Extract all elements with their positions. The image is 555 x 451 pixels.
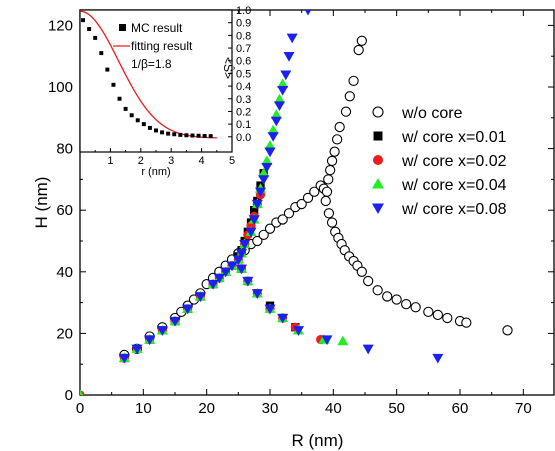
data-point	[383, 292, 392, 301]
data-point	[335, 122, 344, 131]
x-tick-label: 60	[452, 400, 469, 417]
data-point	[364, 276, 373, 285]
inset-data-point	[99, 51, 103, 55]
data-point	[462, 318, 471, 327]
inset-data-point	[160, 130, 164, 134]
inset-data-point	[111, 83, 115, 87]
inset-y-axis-label: <Ŝ>	[221, 57, 236, 79]
inset-data-point	[191, 134, 195, 138]
y-axis-label: H (nm)	[32, 177, 51, 229]
inset-data-point	[166, 132, 170, 136]
inset-y-tick-label: 0.5	[236, 68, 251, 80]
inset-annotation: 1/β=1.8	[131, 57, 172, 71]
inset-y-tick-label: 0.8	[236, 30, 251, 42]
x-axis-label: R (nm)	[292, 431, 344, 450]
inset-data-point	[203, 134, 207, 138]
inset-y-tick-label: 0.2	[236, 106, 251, 118]
data-point	[321, 196, 330, 205]
inset-data-point	[197, 134, 201, 138]
inset-legend-label: fitting result	[131, 39, 193, 53]
inset-x-tick-label: 4	[199, 155, 205, 167]
inset-y-tick-label: 0.9	[236, 18, 251, 30]
data-point	[330, 147, 339, 156]
inset-data-point	[209, 134, 213, 138]
inset-data-point	[118, 97, 122, 101]
data-point	[503, 326, 512, 335]
legend-marker	[373, 155, 383, 165]
legend-label: w/ core x=0.08	[401, 201, 507, 218]
data-point	[443, 313, 452, 322]
data-point	[322, 187, 331, 196]
inset-data-point	[93, 36, 97, 40]
inset-legend-label: MC result	[131, 21, 183, 35]
inset-x-tick-label: 1	[107, 155, 113, 167]
y-tick-label: 100	[48, 79, 73, 96]
inset-y-tick-label: 0.0	[236, 132, 251, 144]
inset-legend-marker-square	[119, 24, 126, 31]
data-point	[327, 156, 336, 165]
inset-x-axis-label: r (nm)	[141, 166, 170, 178]
legend-label: w/o core	[401, 105, 463, 122]
x-tick-label: 30	[262, 400, 279, 417]
x-tick-label: 10	[135, 400, 152, 417]
y-tick-label: 40	[56, 264, 73, 281]
data-point	[357, 36, 366, 45]
inset-data-point	[178, 133, 182, 137]
x-tick-label: 50	[388, 400, 405, 417]
inset-data-point	[172, 132, 176, 136]
data-point	[411, 303, 420, 312]
data-point	[324, 175, 333, 184]
data-point	[357, 267, 366, 276]
inset-data-point	[148, 126, 152, 130]
data-point	[345, 92, 354, 101]
data-point	[341, 107, 350, 116]
legend-marker	[374, 132, 383, 141]
y-tick-label: 0	[65, 387, 73, 404]
inset-y-tick-label: 1.0	[236, 5, 251, 17]
x-tick-label: 0	[76, 400, 84, 417]
inset-data-point	[184, 133, 188, 137]
inset-y-tick-label: 0.3	[236, 94, 251, 106]
data-point	[349, 76, 358, 85]
inset-data-point	[87, 27, 91, 31]
x-tick-label: 20	[198, 400, 215, 417]
inset-data-point	[154, 128, 158, 132]
inset-y-tick-label: 0.1	[236, 119, 251, 131]
inset-x-tick-label: 5	[229, 155, 235, 167]
inset-data-point	[130, 113, 134, 117]
data-point	[327, 218, 336, 227]
legend-marker	[373, 107, 383, 117]
legend-label: w/ core x=0.01	[401, 129, 507, 146]
x-tick-label: 70	[515, 400, 532, 417]
data-point	[354, 45, 363, 54]
inset-y-tick-label: 0.4	[236, 81, 251, 93]
legend-label: w/ core x=0.04	[401, 177, 507, 194]
legend-label: w/ core x=0.02	[401, 153, 507, 170]
data-point	[333, 135, 342, 144]
y-tick-label: 80	[56, 141, 73, 158]
x-tick-label: 40	[325, 400, 342, 417]
data-point	[373, 286, 382, 295]
y-tick-label: 120	[48, 17, 73, 34]
data-point	[433, 310, 442, 319]
data-point	[392, 295, 401, 304]
data-point	[402, 300, 411, 309]
inset-data-point	[142, 122, 146, 126]
data-point	[326, 166, 335, 175]
inset-y-tick-label: 0.6	[236, 56, 251, 68]
inset-plot: 1 2 3 4 5 r (nm) 0.00.10.20.30.40.50.60.70.80.…	[80, 5, 251, 178]
inset-data-point	[105, 68, 109, 72]
inset-y-tick-label: 0.7	[236, 43, 251, 55]
y-tick-label: 20	[56, 325, 73, 342]
inset-data-point	[124, 107, 128, 111]
data-point	[324, 209, 333, 218]
inset-data-point	[136, 118, 140, 122]
inset-data-point	[81, 18, 85, 22]
data-point	[424, 307, 433, 316]
y-tick-label: 60	[56, 202, 73, 219]
